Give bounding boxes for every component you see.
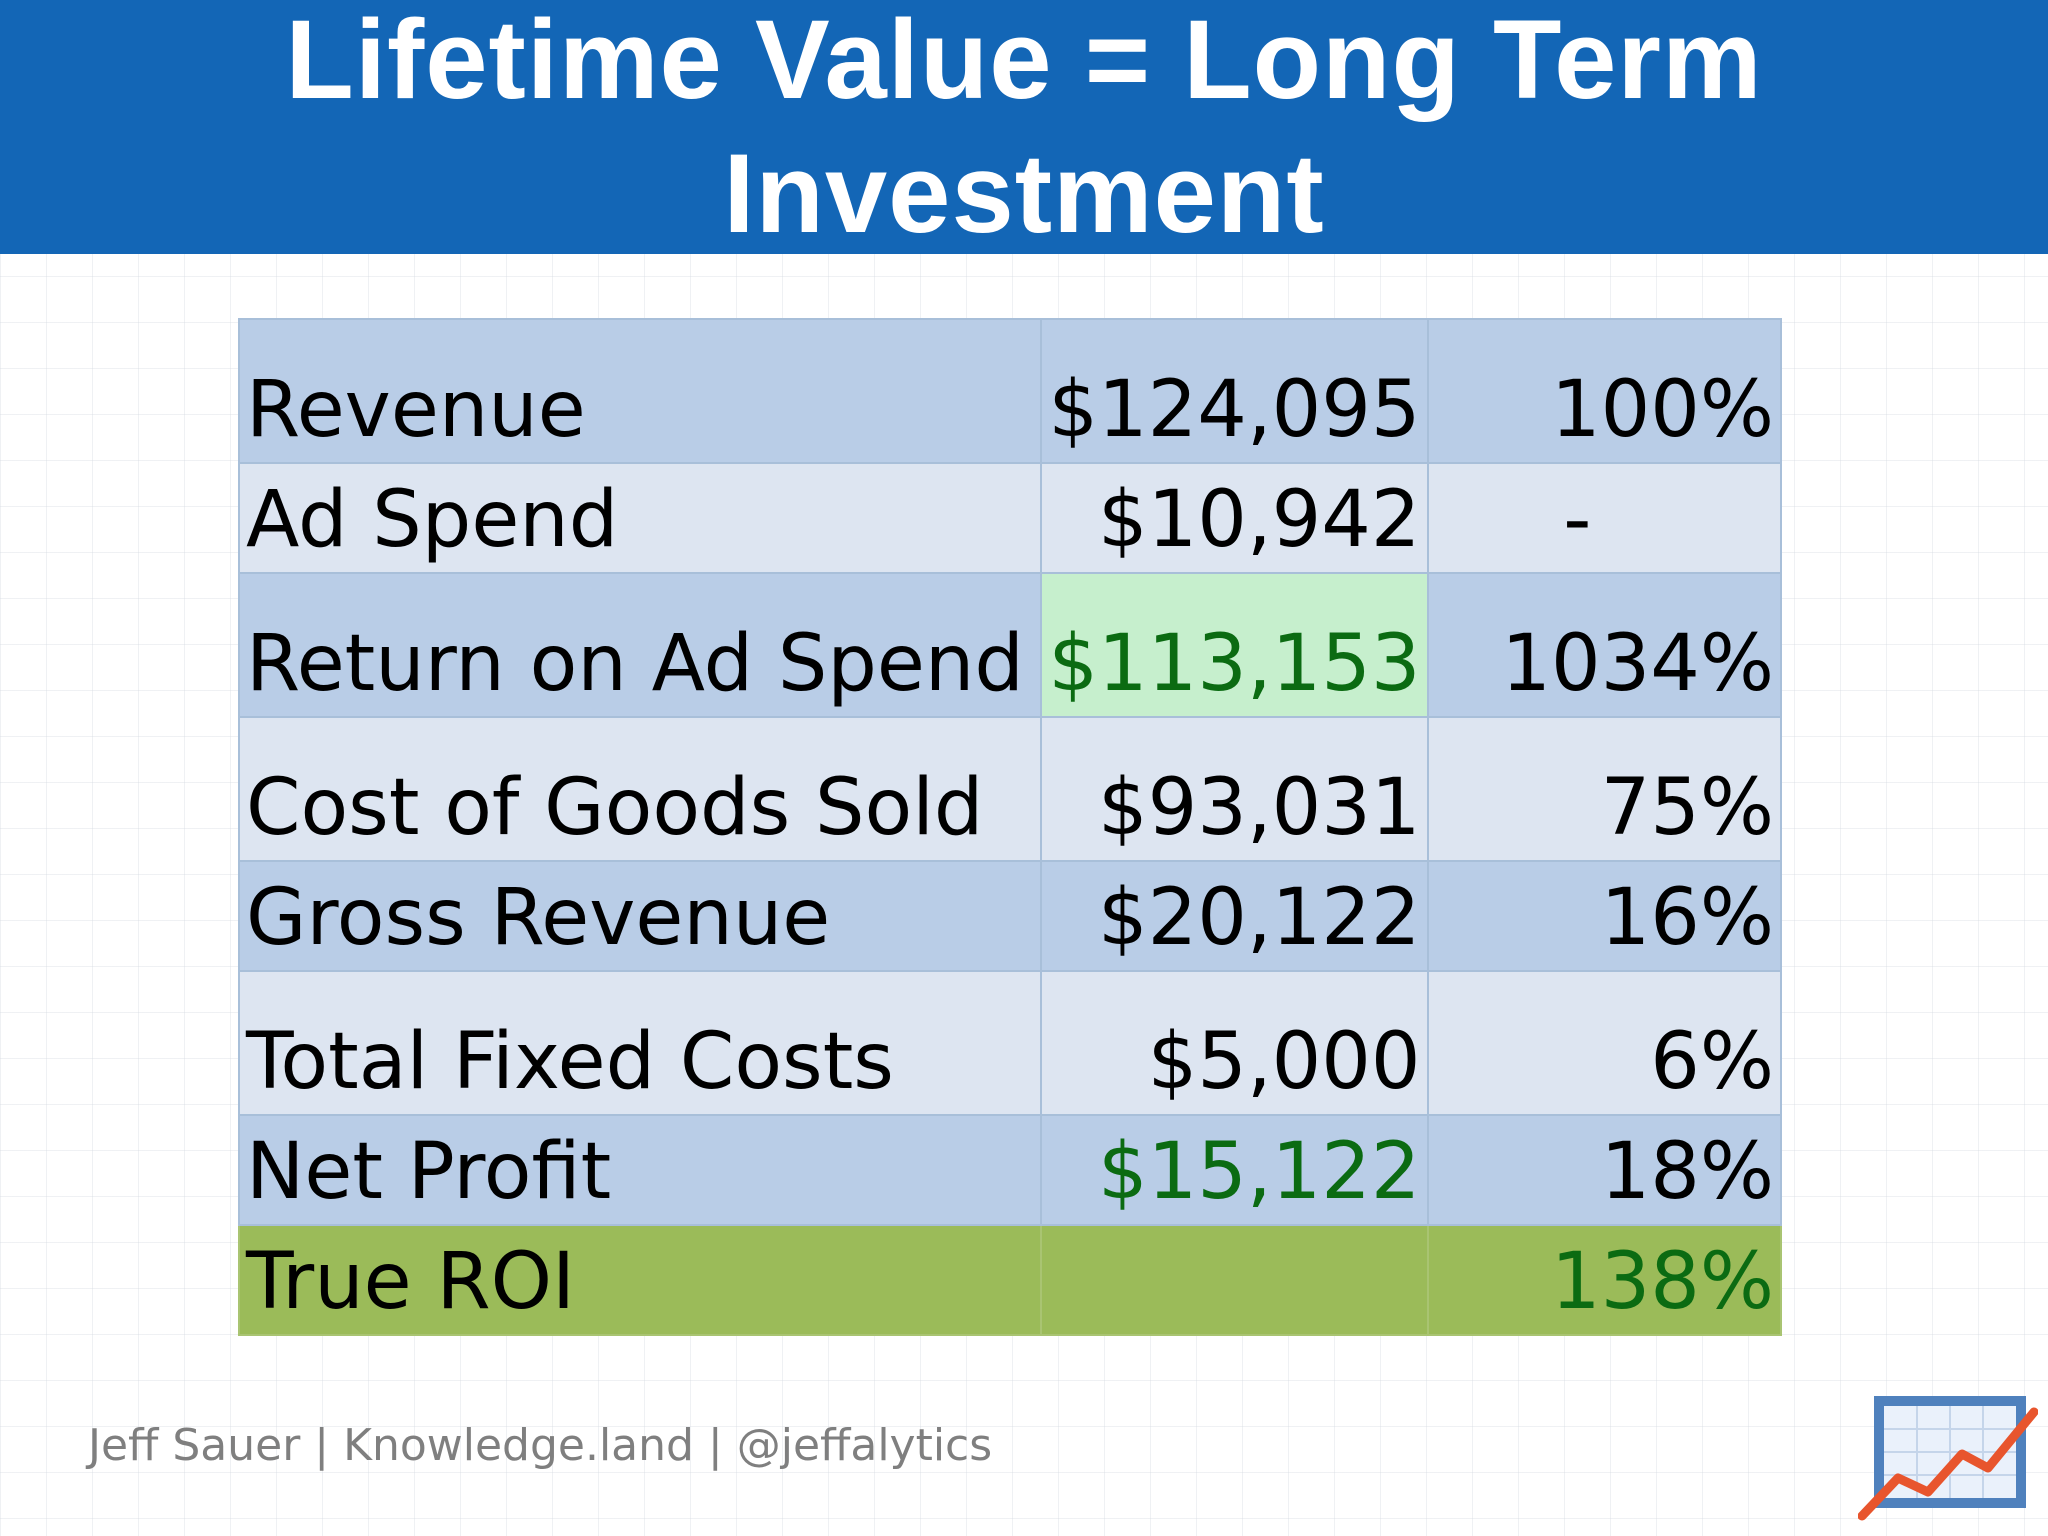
table-row-cost-of-goods-sold: Cost of Goods Sold $93,031 75% xyxy=(237,716,1783,862)
row-percent: 16% xyxy=(1426,860,1783,972)
table-row-gross-revenue: Gross Revenue $20,122 16% xyxy=(237,860,1783,972)
row-label: Ad Spend xyxy=(237,462,1043,574)
row-value: $5,000 xyxy=(1040,970,1429,1116)
row-label: Revenue xyxy=(237,318,1043,464)
row-label: Gross Revenue xyxy=(237,860,1043,972)
row-value-positive: $15,122 xyxy=(1040,1114,1429,1226)
row-label: Cost of Goods Sold xyxy=(237,716,1043,862)
table-row-revenue: Revenue $124,095 100% xyxy=(237,318,1783,464)
row-value-highlighted: $113,153 xyxy=(1040,572,1429,718)
row-percent: 1034% xyxy=(1426,572,1783,718)
row-label: Total Fixed Costs xyxy=(237,970,1043,1116)
chart-trend-icon xyxy=(1858,1396,2038,1521)
row-value xyxy=(1040,1224,1429,1336)
table-row-true-roi: True ROI 138% xyxy=(237,1224,1783,1336)
footer-credit: Jeff Sauer | Knowledge.land | @jeffalyti… xyxy=(88,1420,993,1471)
row-value: $10,942 xyxy=(1040,462,1429,574)
row-value: $124,095 xyxy=(1040,318,1429,464)
row-percent: 6% xyxy=(1426,970,1783,1116)
table-row-net-profit: Net Profit $15,122 18% xyxy=(237,1114,1783,1226)
table-row-return-on-ad-spend: Return on Ad Spend $113,153 1034% xyxy=(237,572,1783,718)
row-percent: - xyxy=(1426,462,1783,574)
financial-table: Revenue $124,095 100% Ad Spend $10,942 -… xyxy=(237,318,1783,1336)
row-value: $20,122 xyxy=(1040,860,1429,972)
slide-title: Lifetime Value = Long Term Investment xyxy=(285,0,1763,256)
row-percent-positive: 138% xyxy=(1426,1224,1783,1336)
row-percent: 75% xyxy=(1426,716,1783,862)
row-value: $93,031 xyxy=(1040,716,1429,862)
row-label: Net Profit xyxy=(237,1114,1043,1226)
row-label: True ROI xyxy=(237,1224,1043,1336)
title-bar: Lifetime Value = Long Term Investment xyxy=(0,0,2048,256)
row-percent: 100% xyxy=(1426,318,1783,464)
table-row-total-fixed-costs: Total Fixed Costs $5,000 6% xyxy=(237,970,1783,1116)
row-percent: 18% xyxy=(1426,1114,1783,1226)
table-row-ad-spend: Ad Spend $10,942 - xyxy=(237,462,1783,574)
row-label: Return on Ad Spend xyxy=(237,572,1043,718)
